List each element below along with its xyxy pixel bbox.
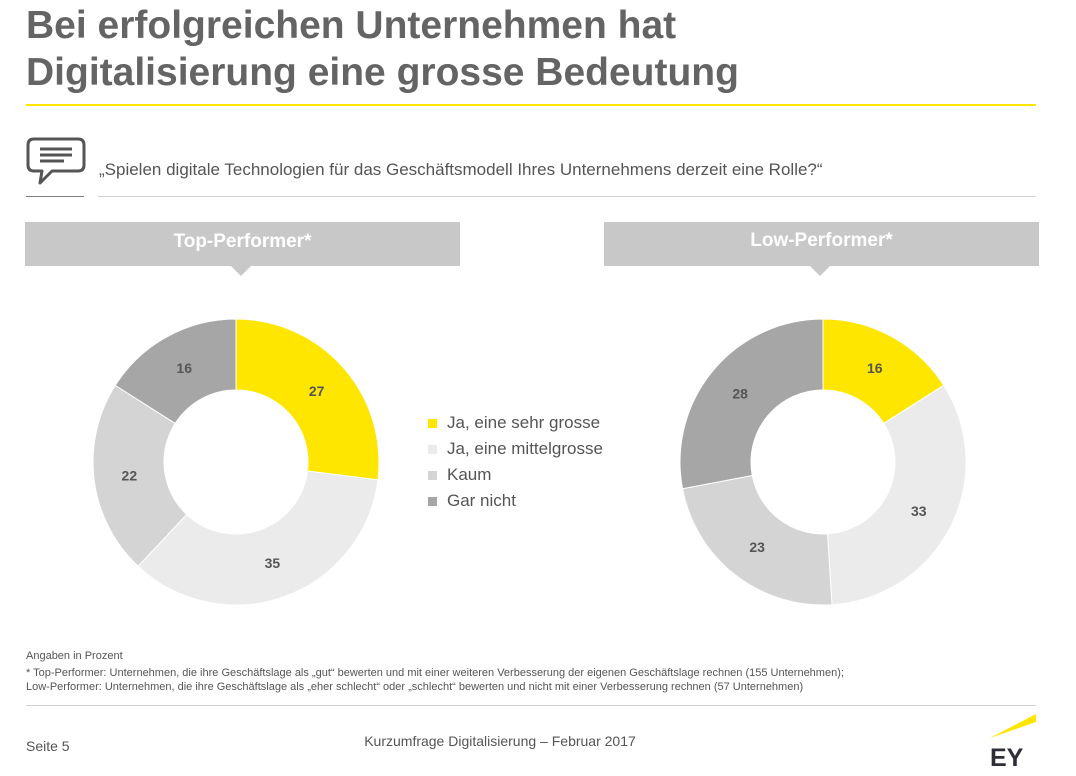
legend-label: Ja, eine sehr grosse bbox=[447, 413, 601, 432]
banner-shape bbox=[25, 222, 460, 276]
page-number: Seite 5 bbox=[26, 738, 70, 754]
slice-value-label: 35 bbox=[265, 555, 281, 571]
footer-title: Kurzumfrage Digitalisierung – Februar 20… bbox=[364, 733, 636, 749]
banner-top-performer-label: Top-Performer* bbox=[173, 231, 312, 252]
title-line-1: Bei erfolgreichen Unternehmen hat bbox=[26, 4, 677, 47]
legend-swatch bbox=[428, 444, 437, 454]
footer-divider bbox=[26, 705, 1036, 706]
footnote-top-performer: * Top-Performer: Unternehmen, die ihre G… bbox=[26, 667, 844, 679]
ey-logo: EY bbox=[990, 714, 1036, 770]
title-line-2: Digitalisierung eine grosse Bedeutung bbox=[26, 51, 739, 94]
slice-value-label: 28 bbox=[732, 385, 748, 401]
icon-divider bbox=[26, 196, 84, 197]
banner-top-performer: Top-Performer* bbox=[25, 222, 460, 276]
question-divider bbox=[98, 196, 1036, 197]
legend-label: Gar nicht bbox=[447, 491, 516, 510]
slice-value-label: 27 bbox=[309, 383, 325, 399]
banner-low-performer-label: Low-Performer* bbox=[750, 230, 893, 251]
donut-slice bbox=[681, 474, 833, 606]
legend-swatch bbox=[428, 470, 437, 480]
slice-value-label: 23 bbox=[749, 539, 765, 555]
donut-chart-top-performer: 27 35 22 16 bbox=[92, 318, 380, 606]
donut-slice bbox=[137, 470, 379, 606]
banner-low-performer: Low-Performer* bbox=[604, 222, 1039, 276]
legend-swatch bbox=[428, 418, 437, 428]
donut-chart-low-performer: 16 33 23 28 bbox=[679, 318, 967, 606]
donut-slice bbox=[235, 318, 380, 481]
legend-label: Ja, eine mittelgrosse bbox=[447, 439, 603, 458]
banner-shape bbox=[604, 222, 1039, 276]
legend-swatch bbox=[428, 496, 437, 506]
slice-value-label: 22 bbox=[122, 467, 138, 483]
legend-item: Kaum bbox=[428, 462, 603, 488]
donut-slice bbox=[679, 318, 824, 490]
ey-logo-text: EY bbox=[990, 744, 1024, 770]
chart-legend: Ja, eine sehr grosse Ja, eine mittelgros… bbox=[428, 410, 603, 514]
page-title: Bei erfolgreichen Unternehmen hat Digita… bbox=[26, 2, 1046, 96]
title-underline bbox=[26, 104, 1036, 106]
legend-item: Ja, eine mittelgrosse bbox=[428, 436, 603, 462]
slice-value-label: 16 bbox=[176, 360, 192, 376]
legend-item: Ja, eine sehr grosse bbox=[428, 410, 603, 436]
legend-item: Gar nicht bbox=[428, 488, 603, 514]
slice-value-label: 16 bbox=[867, 360, 883, 376]
footnote-low-performer: Low-Performer: Unternehmen, die ihre Ges… bbox=[26, 681, 804, 693]
unit-note: Angaben in Prozent bbox=[26, 650, 123, 662]
donut-slice bbox=[114, 318, 237, 425]
donut-slice bbox=[92, 384, 188, 567]
legend-label: Kaum bbox=[447, 465, 492, 484]
survey-question: „Spielen digitale Technologien für das G… bbox=[99, 160, 823, 179]
donut-slice bbox=[826, 384, 967, 606]
slice-value-label: 33 bbox=[911, 503, 927, 519]
speech-bubble-icon bbox=[26, 137, 86, 185]
